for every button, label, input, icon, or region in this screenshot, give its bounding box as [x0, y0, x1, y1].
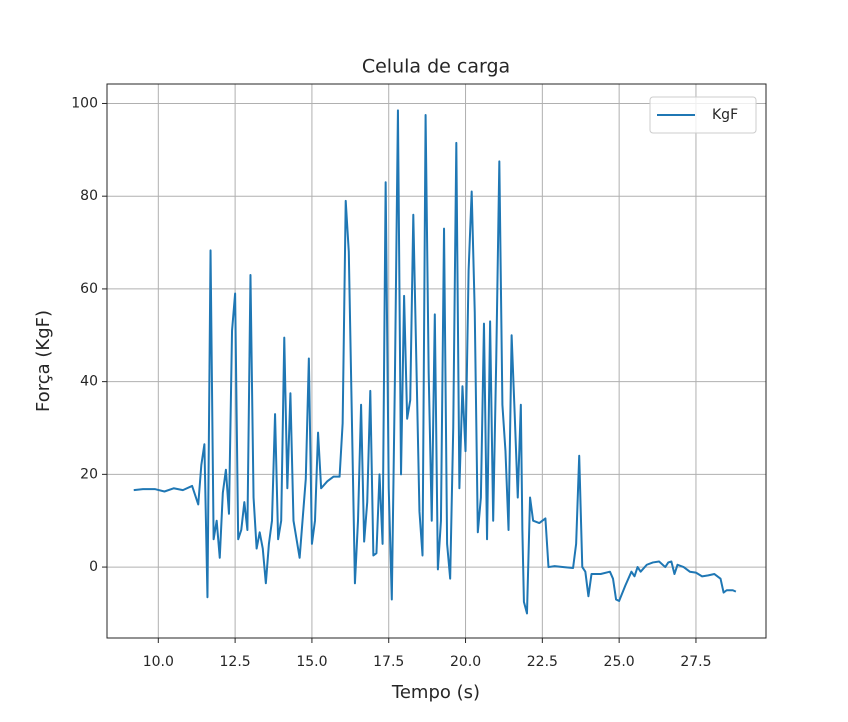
- y-tick-label: 40: [80, 374, 98, 390]
- x-tick-label: 15.0: [296, 654, 327, 670]
- y-tick-label: 100: [71, 95, 98, 111]
- y-tick-label: 0: [89, 559, 98, 575]
- legend-box: [649, 96, 757, 134]
- y-tick-label: 60: [80, 281, 98, 297]
- x-tick-label: 10.0: [143, 654, 174, 670]
- x-tick-label: 12.5: [220, 654, 251, 670]
- y-axis-label: Força (KgF): [33, 310, 54, 412]
- legend-label: KgF: [712, 107, 738, 123]
- y-tick-label: 20: [80, 466, 98, 482]
- data-line: [133, 109, 737, 615]
- x-tick-label: 27.5: [680, 654, 711, 670]
- y-tick-label: 80: [80, 188, 98, 204]
- axes-frame: [106, 83, 767, 639]
- x-tick-label: 22.5: [527, 654, 558, 670]
- x-tick-label: 20.0: [450, 654, 481, 670]
- x-tick-label: 17.5: [373, 654, 404, 670]
- x-axis-label: Tempo (s): [391, 682, 480, 703]
- x-tick-label: 25.0: [604, 654, 635, 670]
- chart-title: Celula de carga: [362, 56, 510, 78]
